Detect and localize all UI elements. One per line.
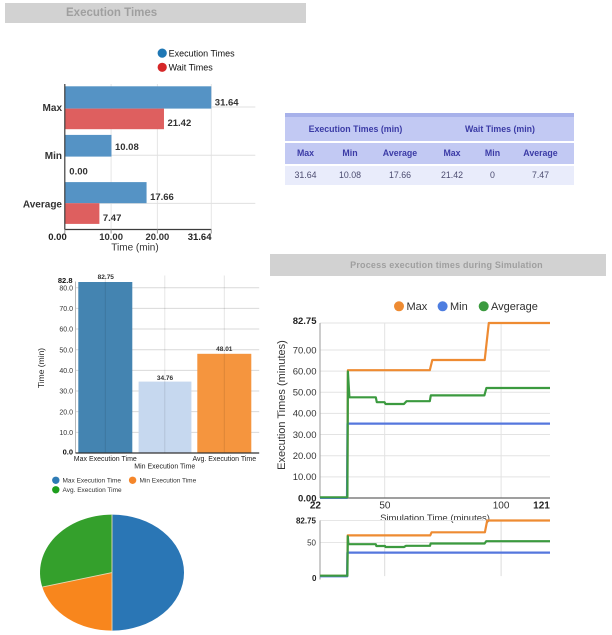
svg-text:Execution Times: Execution Times [169,48,236,58]
svg-text:60.00: 60.00 [293,366,317,377]
svg-text:10.00: 10.00 [99,232,123,243]
svg-text:30.0: 30.0 [59,389,73,396]
svg-text:0.0: 0.0 [63,448,73,457]
svg-text:100: 100 [493,500,510,511]
svg-text:40.0: 40.0 [59,368,73,375]
svg-text:10.08: 10.08 [115,142,139,153]
svg-text:10.0: 10.0 [59,430,73,437]
svg-text:50: 50 [379,500,391,511]
svg-text:Avg. Execution Time: Avg. Execution Time [192,456,256,463]
svg-text:70.00: 70.00 [293,345,317,356]
svg-text:70.0: 70.0 [59,306,73,313]
svg-text:20.00: 20.00 [293,451,317,462]
svg-text:Avgerage: Avgerage [491,301,538,313]
svg-text:21.42: 21.42 [167,118,191,129]
svg-text:Wait Times: Wait Times [169,63,214,73]
svg-text:80.0: 80.0 [59,285,73,292]
svg-text:82.75: 82.75 [296,516,317,525]
svg-text:121: 121 [533,500,550,511]
svg-text:0.00: 0.00 [69,166,88,177]
svg-text:Max Execution Time: Max Execution Time [63,478,122,485]
svg-text:0: 0 [312,574,317,583]
svg-text:82.75: 82.75 [293,316,317,327]
svg-text:Time (min): Time (min) [111,243,158,254]
svg-text:Average: Average [23,200,63,211]
svg-text:31.64: 31.64 [188,232,212,243]
svg-text:Simulation Time (minutes): Simulation Time (minutes) [380,513,490,524]
svg-text:48.01: 48.01 [216,346,233,353]
svg-text:Min: Min [450,301,468,313]
svg-text:30.00: 30.00 [293,430,317,441]
svg-text:20.0: 20.0 [59,409,73,416]
svg-text:17.66: 17.66 [150,192,174,203]
svg-text:50: 50 [307,538,316,547]
svg-text:50.00: 50.00 [293,388,317,399]
svg-text:50.0: 50.0 [59,347,73,354]
svg-text:Execution Times (minutes): Execution Times (minutes) [276,340,288,470]
svg-text:Min: Min [45,151,62,162]
svg-text:31.64: 31.64 [215,98,239,109]
svg-text:0.00: 0.00 [298,493,317,504]
svg-text:34.76: 34.76 [157,375,174,382]
svg-text:Max Execution Time: Max Execution Time [74,456,137,463]
svg-text:Min Execution Time: Min Execution Time [134,463,195,470]
svg-text:40.00: 40.00 [293,409,317,420]
svg-text:Max: Max [407,301,428,313]
svg-text:Time (min): Time (min) [36,348,46,388]
svg-text:10.00: 10.00 [293,472,317,483]
svg-text:82.8: 82.8 [58,276,73,285]
svg-text:0.00: 0.00 [48,232,67,243]
svg-text:22: 22 [310,500,322,511]
svg-text:Min Execution Time: Min Execution Time [140,478,197,485]
svg-text:Max: Max [43,103,63,114]
svg-text:Avg. Execution Time: Avg. Execution Time [63,487,123,494]
svg-text:20.00: 20.00 [146,232,170,243]
svg-text:60.0: 60.0 [59,327,73,334]
svg-text:82.75: 82.75 [98,274,115,281]
svg-text:7.47: 7.47 [103,213,122,224]
